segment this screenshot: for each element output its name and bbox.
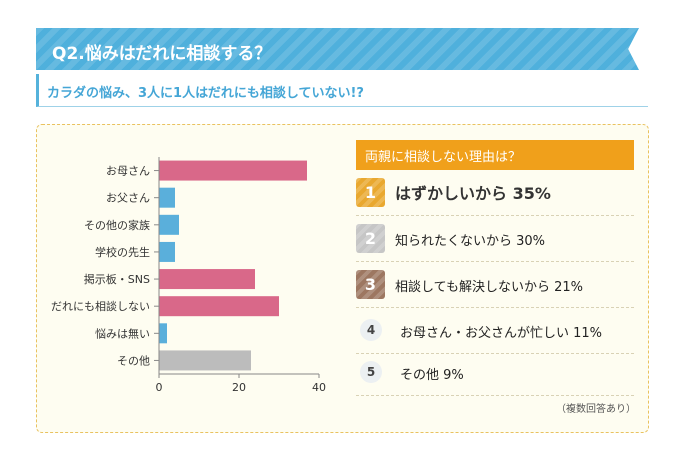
reasons-title: 両親に相談しない理由は？: [356, 140, 634, 170]
reason-item: 4 お母さん・お父さんが忙しい 11%: [356, 308, 634, 354]
y-tick-label: 学校の先生: [95, 245, 150, 259]
rank-badge: 4: [360, 319, 382, 341]
rank-badge: 5: [360, 361, 382, 383]
reason-text: 相談しても解決しないから 21%: [395, 280, 583, 295]
x-tick-label: 20: [232, 381, 246, 394]
subtitle-box: [36, 74, 648, 107]
y-tick-label: お父さん: [106, 192, 150, 205]
bar: [159, 214, 179, 235]
y-tick-label: その他: [117, 354, 150, 367]
bar: [159, 241, 175, 262]
reason-text: お母さん・お父さんが忙しい 11%: [400, 326, 603, 341]
multiple-answers-note: （複数回答あり）: [556, 404, 636, 415]
y-tick-label: 掲示板・SNS: [84, 272, 150, 286]
rank-badge: 2: [356, 224, 385, 253]
reason-text: はずかしいから 35%: [395, 184, 551, 203]
bar: [159, 323, 167, 344]
bar: [159, 296, 279, 317]
bar: [159, 160, 307, 181]
rank-badge: 1: [356, 178, 385, 207]
y-tick-label: 悩みは無い: [95, 326, 150, 340]
reason-item: 3 相談しても解決しないから 21%: [356, 262, 634, 308]
header-band: [36, 28, 639, 70]
content-panel: [36, 124, 649, 433]
x-tick-label: 0: [156, 381, 163, 394]
rank-badge: 3: [356, 270, 385, 299]
reason-item: 2 知られたくないから 30%: [356, 216, 634, 262]
subtitle: カラダの悩み、3人に1人はだれにも相談していない!?: [47, 86, 364, 101]
reason-text: その他 9%: [400, 368, 464, 383]
bar: [159, 187, 175, 208]
reason-item: 1 はずかしいから 35%: [356, 170, 634, 216]
y-tick-label: お母さん: [106, 165, 150, 178]
y-tick-label: その他の家族: [84, 218, 150, 232]
x-tick-label: 40: [312, 381, 326, 394]
bar: [159, 350, 251, 371]
reason-item: 5 その他 9%: [356, 350, 634, 396]
reason-text: 知られたくないから 30%: [395, 234, 546, 249]
y-tick-label: だれにも相談しない: [51, 299, 150, 313]
page-title: Q2.悩みはだれに相談する？: [52, 44, 272, 64]
bar: [159, 269, 255, 290]
